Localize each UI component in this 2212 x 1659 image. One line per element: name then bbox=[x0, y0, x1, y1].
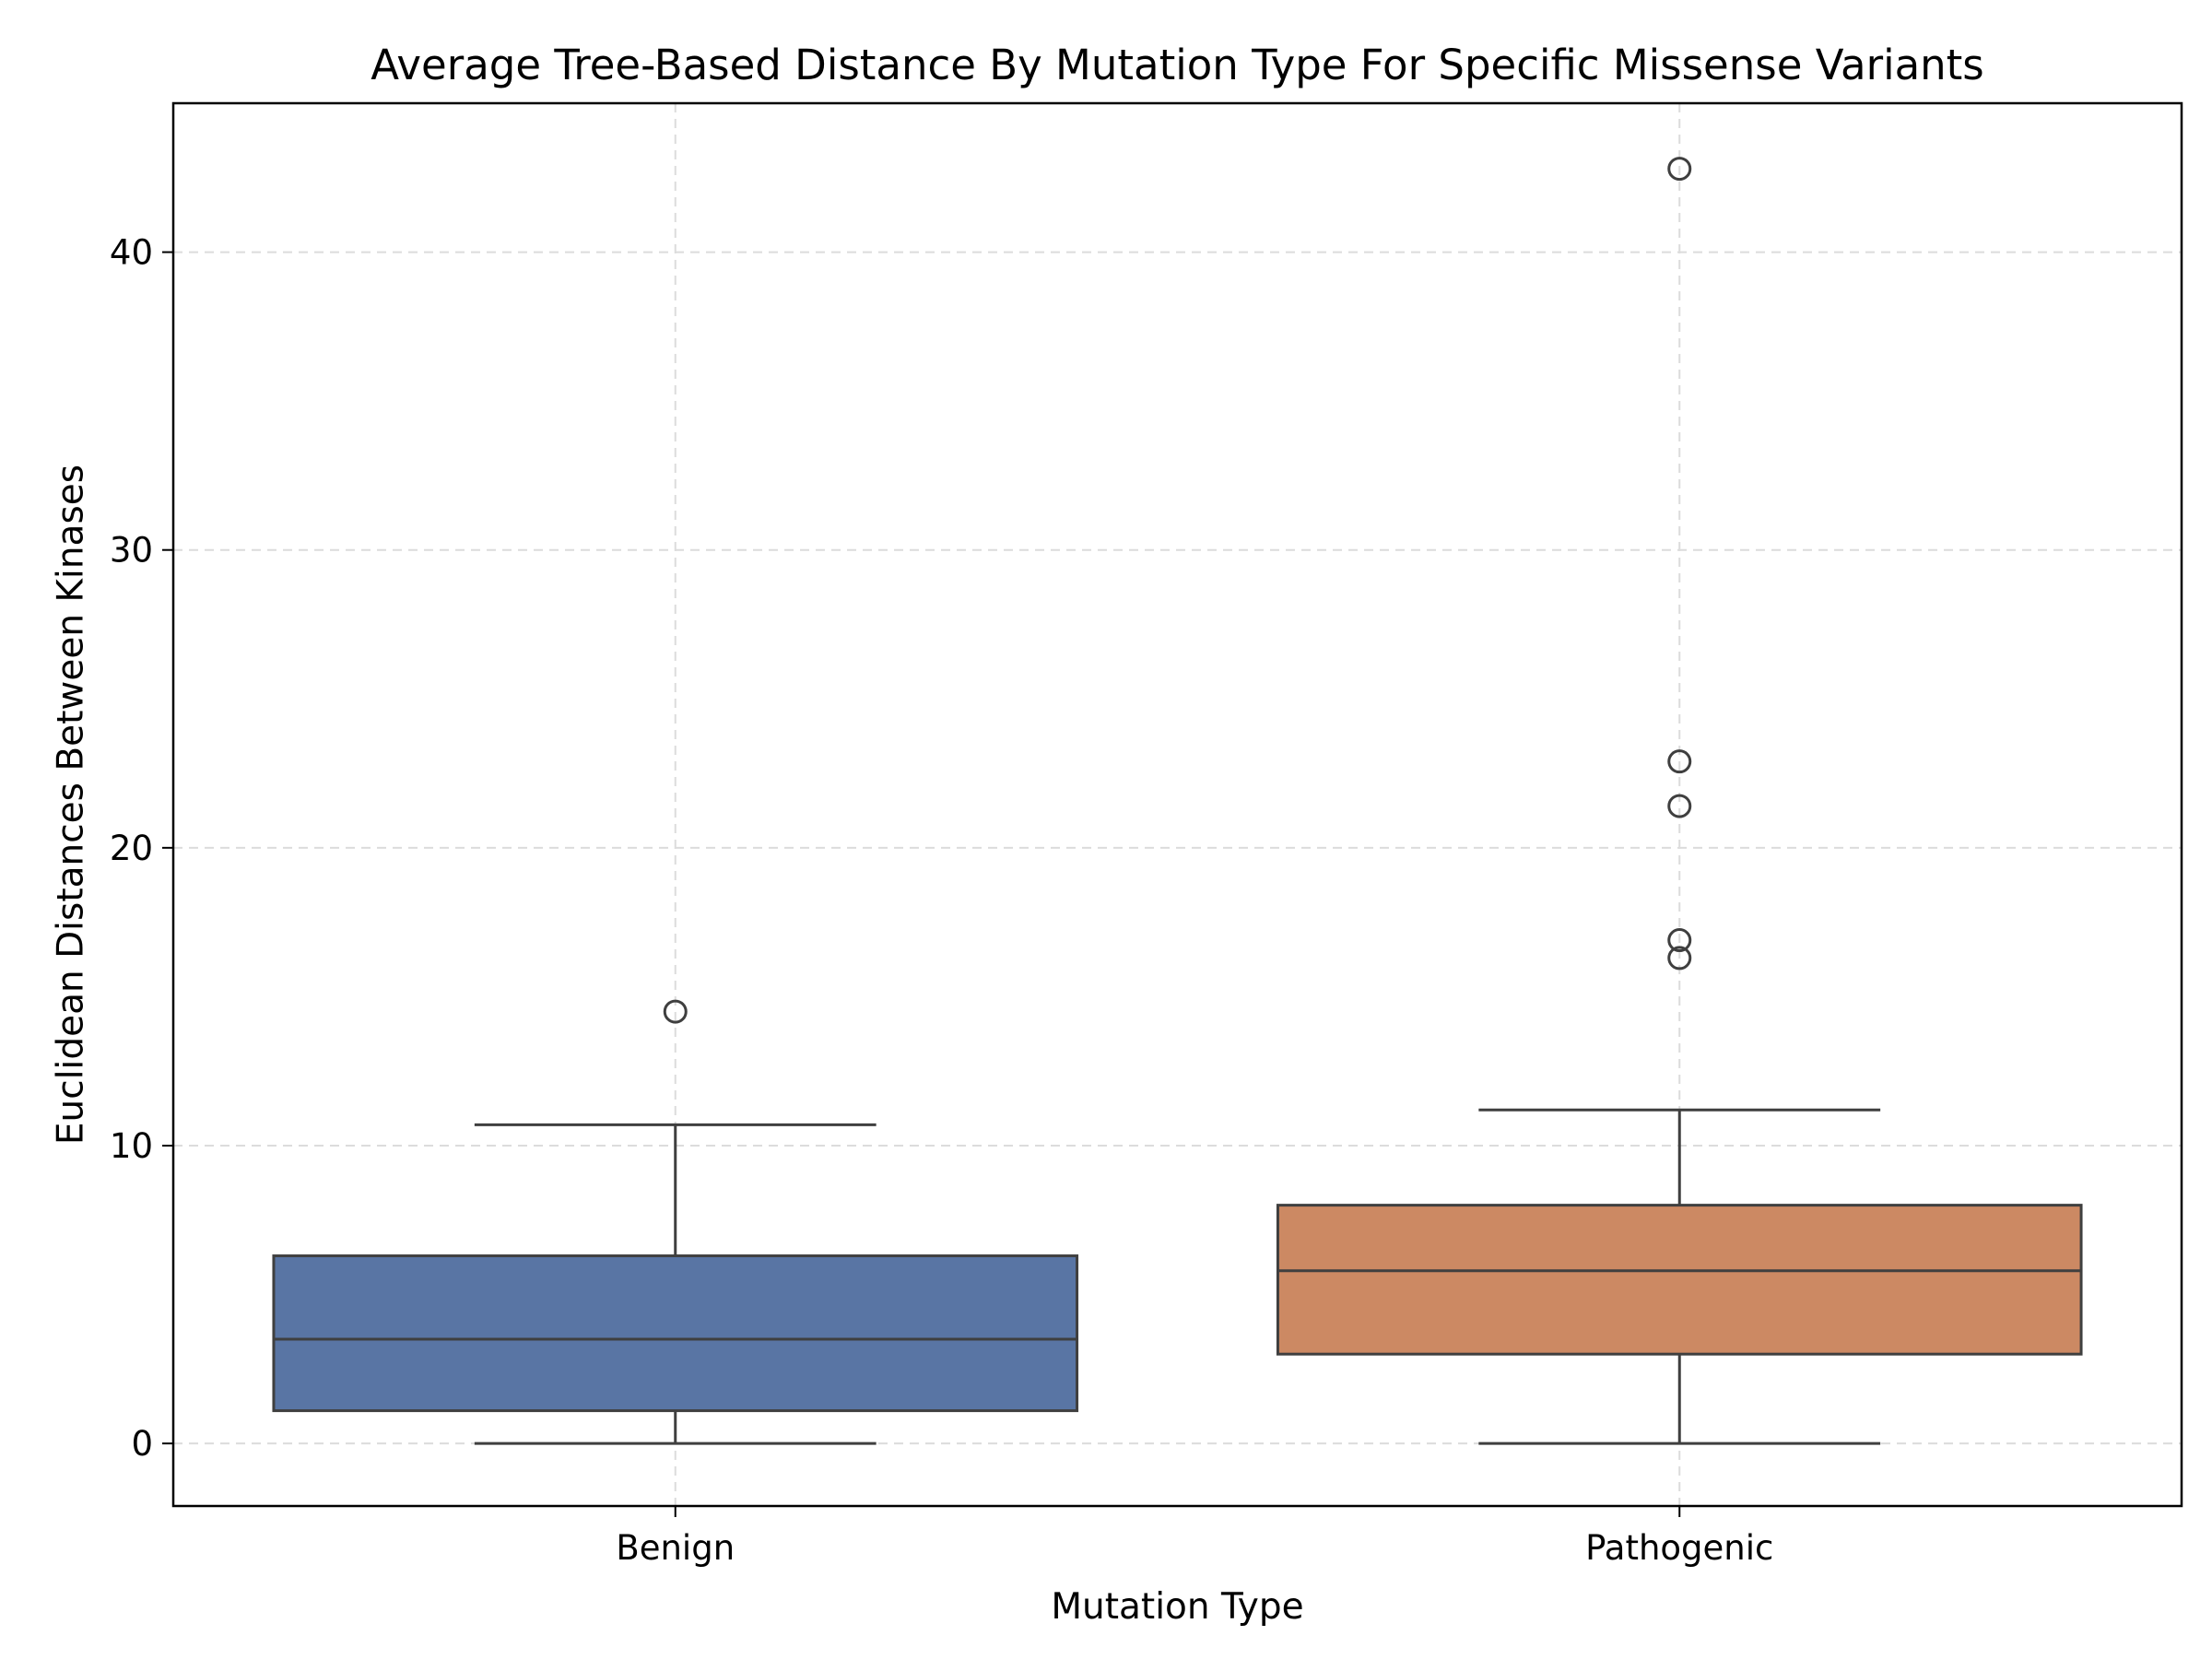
box-pathogenic bbox=[1276, 157, 2083, 1445]
x-axis-label: Mutation Type bbox=[1051, 1586, 1303, 1628]
outlier-point bbox=[1667, 928, 1692, 953]
x-tick-label: Pathogenic bbox=[1585, 1528, 1773, 1568]
box-layer bbox=[272, 157, 2083, 1445]
y-tick-label: 0 bbox=[131, 1424, 153, 1464]
tick-layer: 0 10 20 30 40 Benign Pathogenic bbox=[110, 233, 1773, 1568]
outlier-point bbox=[1667, 157, 1692, 182]
outlier-point bbox=[663, 999, 688, 1024]
box-body bbox=[272, 1254, 1079, 1413]
outlier-point bbox=[1667, 946, 1692, 971]
y-tick-label: 30 bbox=[110, 531, 153, 571]
plot-frame bbox=[171, 101, 2183, 1508]
outlier-point bbox=[1667, 794, 1692, 818]
box-body bbox=[1276, 1204, 2083, 1356]
y-axis-label: Euclidean Distances Between Kinases bbox=[51, 465, 92, 1145]
chart-title: Average Tree-Based Distance By Mutation … bbox=[371, 41, 1984, 89]
y-tick-label: 10 bbox=[110, 1126, 153, 1166]
y-tick-label: 40 bbox=[110, 233, 153, 273]
x-tick-label: Benign bbox=[616, 1528, 735, 1568]
outlier-point bbox=[1667, 749, 1692, 774]
box-benign bbox=[272, 999, 1079, 1445]
y-tick-label: 20 bbox=[110, 829, 153, 868]
